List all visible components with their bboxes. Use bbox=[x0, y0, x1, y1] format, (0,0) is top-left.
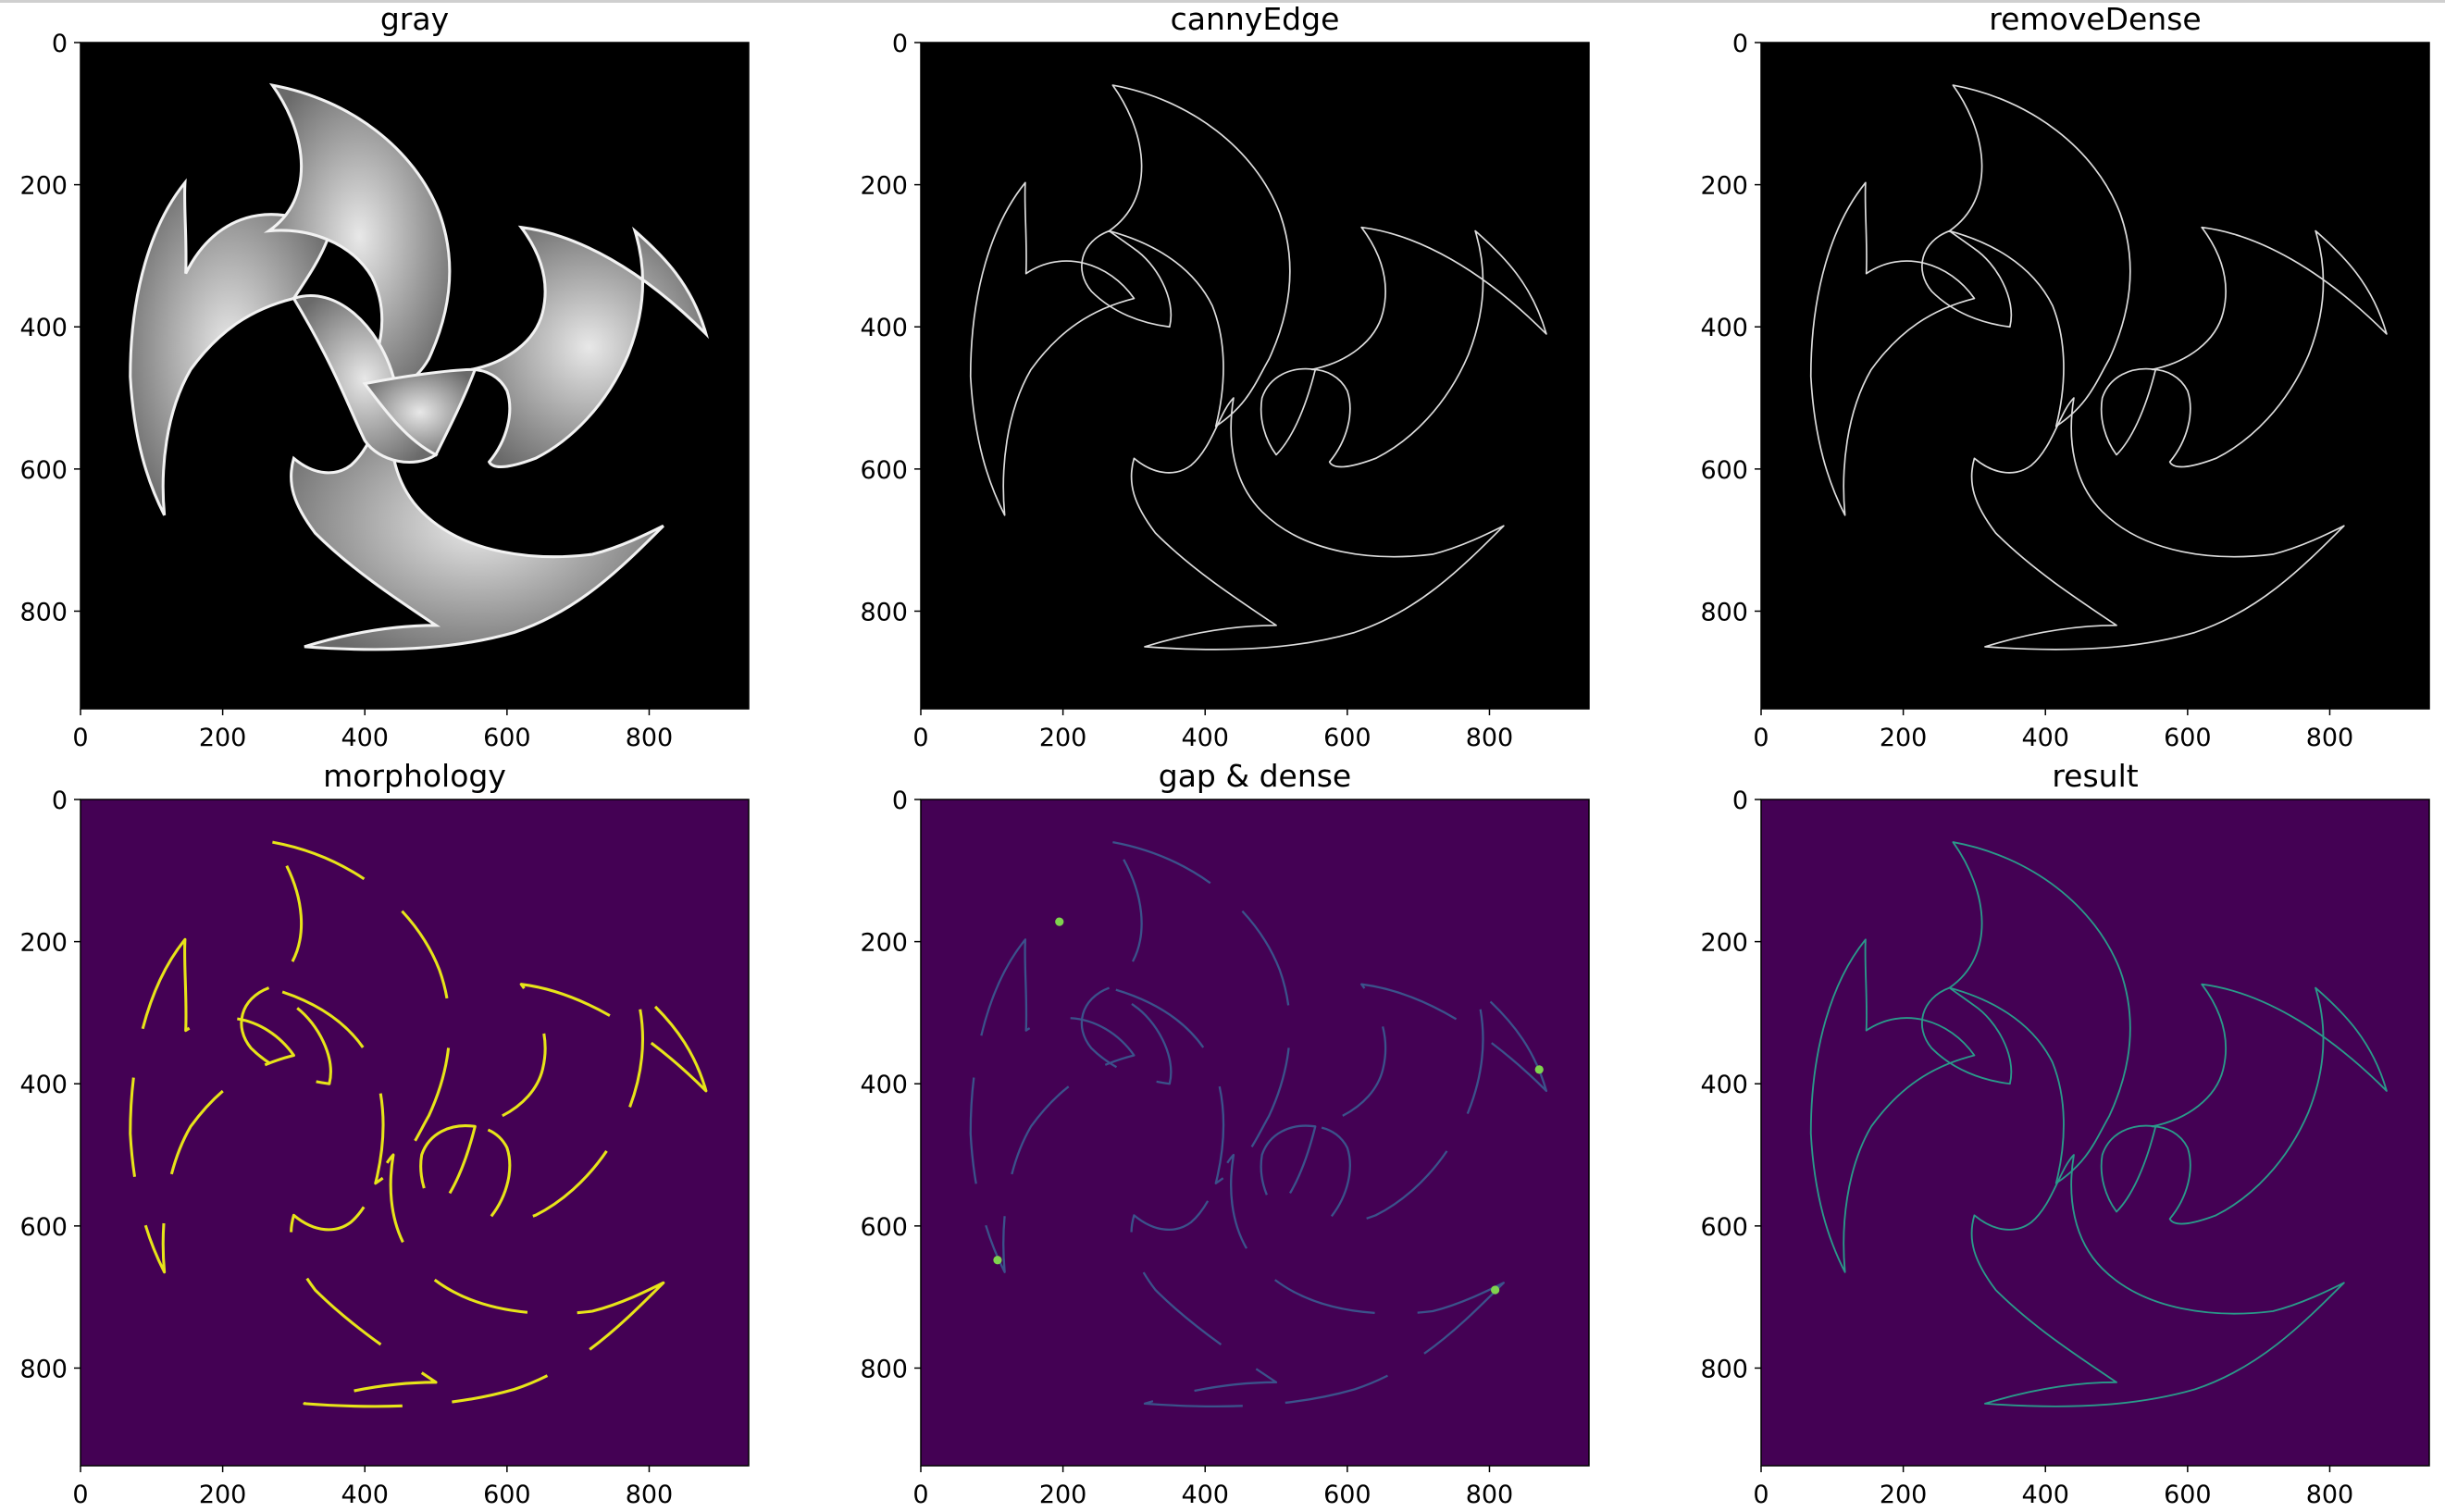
subplot-2: cannyEdge 0 0 200 200 400 400 600 600 800 800 bbox=[860, 1, 1590, 752]
subplot-title: cannyEdge bbox=[1171, 1, 1340, 37]
y-tick-label: 400 bbox=[1700, 314, 1748, 342]
x-tick-label: 600 bbox=[483, 724, 531, 752]
x-tick-label: 200 bbox=[1880, 1481, 1928, 1509]
y-tick-label: 200 bbox=[1700, 172, 1748, 201]
y-tick-label: 600 bbox=[1700, 456, 1748, 485]
y-tick-label: 0 bbox=[52, 787, 68, 815]
image-content bbox=[129, 82, 710, 651]
x-tick-label: 800 bbox=[2306, 1481, 2354, 1509]
y-tick-label: 600 bbox=[19, 456, 68, 485]
x-tick-label: 200 bbox=[1880, 724, 1928, 752]
x-tick-label: 200 bbox=[199, 724, 247, 752]
subplot-3: removeDense 0 0 200 200 400 400 600 600 800 800 bbox=[1700, 1, 2430, 752]
x-tick-label: 0 bbox=[912, 1481, 928, 1509]
x-tick-label: 800 bbox=[626, 1481, 674, 1509]
y-tick-label: 200 bbox=[19, 929, 68, 958]
x-tick-label: 0 bbox=[72, 1481, 88, 1509]
subplot-1: gray 0 0 200 200 400 400 600 600 800 800 bbox=[19, 1, 750, 752]
x-tick-label: 400 bbox=[341, 724, 389, 752]
y-tick-label: 800 bbox=[1700, 1355, 1748, 1383]
subplot-title: morphology bbox=[323, 758, 506, 794]
y-tick-label: 0 bbox=[1732, 787, 1748, 815]
x-tick-label: 600 bbox=[483, 1481, 531, 1509]
x-tick-label: 800 bbox=[1466, 724, 1514, 752]
axes-background bbox=[921, 799, 1589, 1466]
x-tick-label: 600 bbox=[1323, 724, 1371, 752]
axes-frame bbox=[920, 799, 1590, 1467]
x-tick-label: 200 bbox=[199, 1481, 247, 1509]
subplot-5: gap & dense 0 0 200 200 400 400 600 600 800 800 bbox=[860, 758, 1590, 1509]
y-tick-label: 200 bbox=[19, 172, 68, 201]
y-tick-label: 800 bbox=[1700, 598, 1748, 626]
axes-frame bbox=[1760, 799, 2430, 1467]
x-tick-label: 0 bbox=[72, 724, 88, 752]
x-tick-label: 800 bbox=[1466, 1481, 1514, 1509]
x-tick-label: 600 bbox=[2164, 1481, 2212, 1509]
axes-frame bbox=[80, 42, 750, 710]
y-tick-label: 600 bbox=[1700, 1213, 1748, 1242]
x-tick-label: 400 bbox=[1181, 724, 1229, 752]
y-tick-label: 800 bbox=[19, 598, 68, 626]
x-tick-label: 600 bbox=[2164, 724, 2212, 752]
x-tick-label: 800 bbox=[2306, 724, 2354, 752]
y-tick-label: 0 bbox=[52, 30, 68, 58]
x-tick-label: 0 bbox=[912, 724, 928, 752]
y-tick-label: 600 bbox=[860, 456, 908, 485]
y-tick-label: 0 bbox=[892, 30, 908, 58]
axes-background bbox=[921, 43, 1589, 709]
image-content bbox=[969, 84, 1547, 651]
x-tick-label: 0 bbox=[1753, 724, 1769, 752]
x-tick-label: 0 bbox=[1753, 1481, 1769, 1509]
y-tick-label: 200 bbox=[860, 172, 908, 201]
axes-background bbox=[81, 799, 749, 1466]
y-tick-label: 400 bbox=[19, 1071, 68, 1099]
x-tick-label: 200 bbox=[1039, 724, 1087, 752]
axes-frame bbox=[1760, 42, 2430, 710]
y-tick-label: 200 bbox=[860, 929, 908, 958]
subplot-4: morphology 0 0 200 200 400 400 600 600 800 800 bbox=[19, 758, 750, 1509]
y-tick-label: 0 bbox=[1732, 30, 1748, 58]
y-tick-label: 800 bbox=[860, 598, 908, 626]
x-tick-label: 400 bbox=[1181, 1481, 1229, 1509]
subplot-title: gap & dense bbox=[1159, 758, 1352, 794]
x-tick-label: 600 bbox=[1323, 1481, 1371, 1509]
y-tick-label: 400 bbox=[19, 314, 68, 342]
window-top-border bbox=[0, 0, 2445, 3]
y-tick-label: 600 bbox=[19, 1213, 68, 1242]
y-tick-label: 800 bbox=[19, 1355, 68, 1383]
axes-background bbox=[1761, 43, 2429, 709]
x-tick-label: 400 bbox=[2021, 724, 2069, 752]
subplot-title: gray bbox=[380, 1, 449, 37]
axes-background bbox=[1761, 799, 2429, 1466]
image-content bbox=[1809, 841, 2388, 1407]
y-tick-label: 400 bbox=[860, 314, 908, 342]
x-tick-label: 400 bbox=[2021, 1481, 2069, 1509]
image-content bbox=[969, 840, 1548, 1408]
axes-frame bbox=[920, 42, 1590, 710]
y-tick-label: 200 bbox=[1700, 929, 1748, 958]
y-tick-label: 400 bbox=[860, 1071, 908, 1099]
x-tick-label: 400 bbox=[341, 1481, 389, 1509]
y-tick-label: 400 bbox=[1700, 1071, 1748, 1099]
image-content bbox=[1809, 84, 2388, 651]
x-tick-label: 800 bbox=[626, 724, 674, 752]
subplot-title: result bbox=[2052, 758, 2138, 794]
x-tick-label: 200 bbox=[1039, 1481, 1087, 1509]
y-tick-label: 600 bbox=[860, 1213, 908, 1242]
image-content bbox=[129, 840, 708, 1408]
subplot-title: removeDense bbox=[1989, 1, 2201, 37]
subplot-6: result 0 0 200 200 400 400 600 600 800 800 bbox=[1700, 758, 2430, 1509]
y-tick-label: 0 bbox=[892, 787, 908, 815]
axes-frame bbox=[80, 799, 750, 1467]
y-tick-label: 800 bbox=[860, 1355, 908, 1383]
